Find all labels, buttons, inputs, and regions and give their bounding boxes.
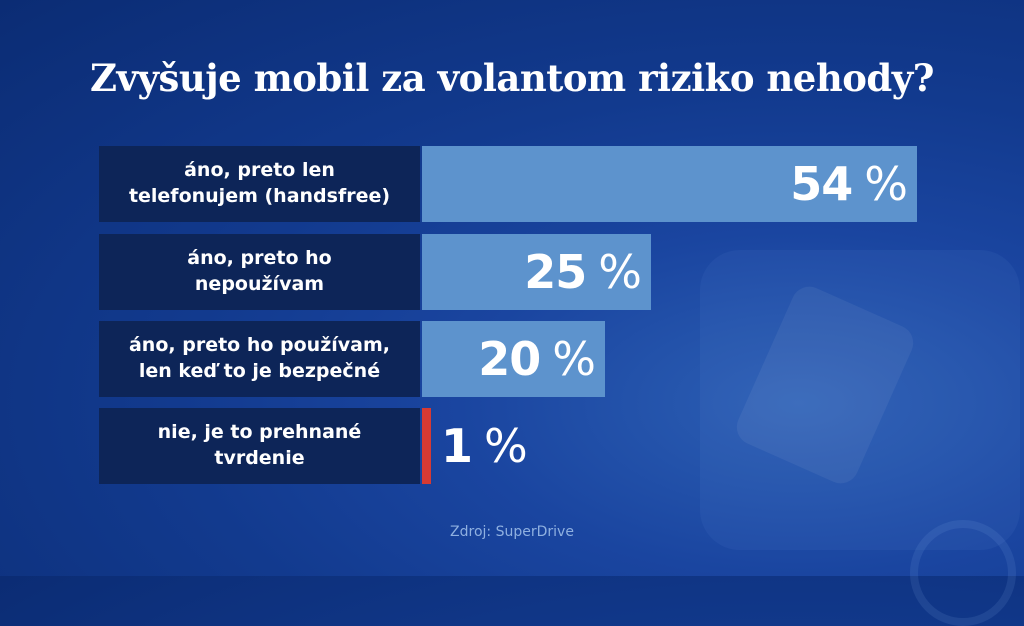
chart-title: Zvyšuje mobil za volantom riziko nehody? — [90, 56, 934, 100]
source-note: Zdroj: SuperDrive — [450, 524, 574, 540]
category-label: áno, preto ho používam, len keď to je bez… — [99, 321, 420, 397]
data-label: 20% — [478, 332, 596, 386]
category-label: nie, je to prehnané tvrdenie — [99, 408, 420, 484]
data-label: 54% — [790, 157, 908, 211]
bar — [422, 234, 651, 310]
bar-chart: áno, preto len telefonujem (handsfree) 54%… — [99, 146, 917, 484]
bar — [422, 321, 605, 397]
category-label: áno, preto len telefonujem (handsfree) — [99, 146, 420, 222]
data-label: 1% — [441, 419, 528, 473]
category-label: áno, preto ho nepoužívam — [99, 234, 420, 310]
bar — [422, 408, 431, 484]
bar — [422, 146, 917, 222]
data-label: 25% — [524, 245, 642, 299]
